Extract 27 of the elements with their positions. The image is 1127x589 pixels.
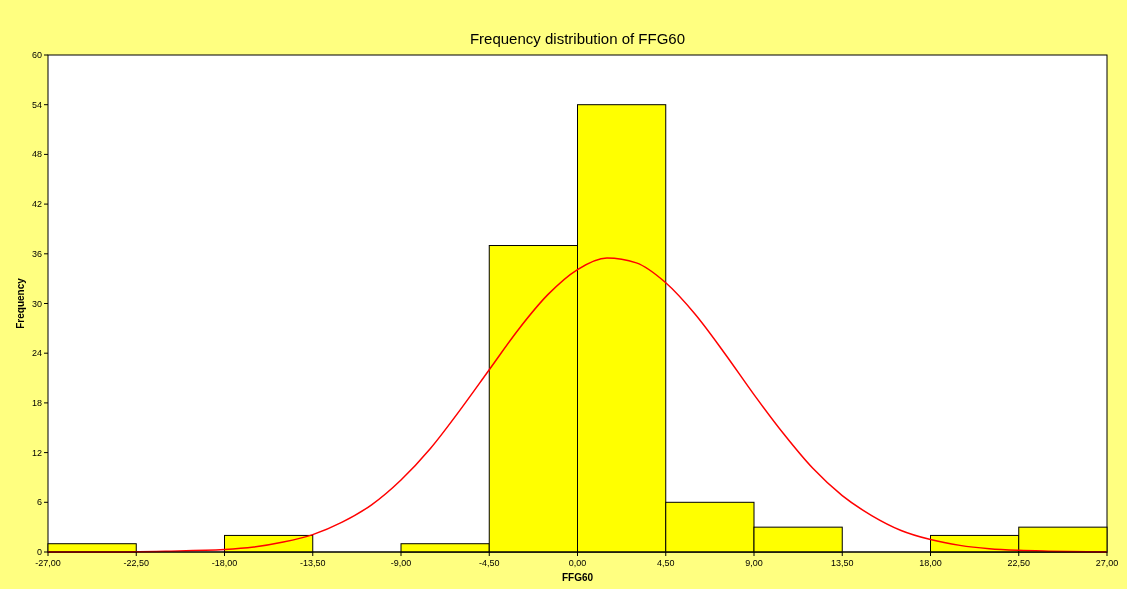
x-tick-label: 22,50 xyxy=(1007,558,1031,568)
x-tick-label: 13,50 xyxy=(830,558,854,568)
y-tick-label: 0 xyxy=(36,547,42,557)
x-tick-label: -4,50 xyxy=(478,558,500,568)
y-tick-label: 54 xyxy=(31,99,42,110)
x-tick-label: -18,00 xyxy=(211,558,238,568)
x-tick-label: 18,00 xyxy=(919,558,942,568)
y-tick-label: 18 xyxy=(31,397,42,408)
y-tick-label: 42 xyxy=(31,199,42,210)
chart-title: Frequency distribution of FFG60 xyxy=(469,30,686,47)
y-tick-label: 48 xyxy=(31,149,42,160)
x-axis-title: FFG60 xyxy=(561,572,594,583)
y-tick-label: 6 xyxy=(36,497,42,508)
y-tick-label: 36 xyxy=(31,248,42,259)
y-tick-label: 12 xyxy=(31,447,42,458)
y-tick-label: 30 xyxy=(31,298,42,309)
y-tick-label: 24 xyxy=(31,348,42,359)
x-tick-label: 9,00 xyxy=(745,558,763,568)
x-tick-label: 0,00 xyxy=(568,558,587,568)
y-axis-title: Frequency xyxy=(15,277,26,329)
x-tick-label: -9,00 xyxy=(390,558,412,568)
y-tick-label: 60 xyxy=(31,50,42,60)
x-tick-label: -27,00 xyxy=(35,558,61,568)
x-tick-label: -13,50 xyxy=(299,558,326,568)
x-tick-label: 4,50 xyxy=(656,558,675,568)
x-tick-label: 27,00 xyxy=(1095,558,1119,568)
x-tick-label: -22,50 xyxy=(123,558,150,568)
